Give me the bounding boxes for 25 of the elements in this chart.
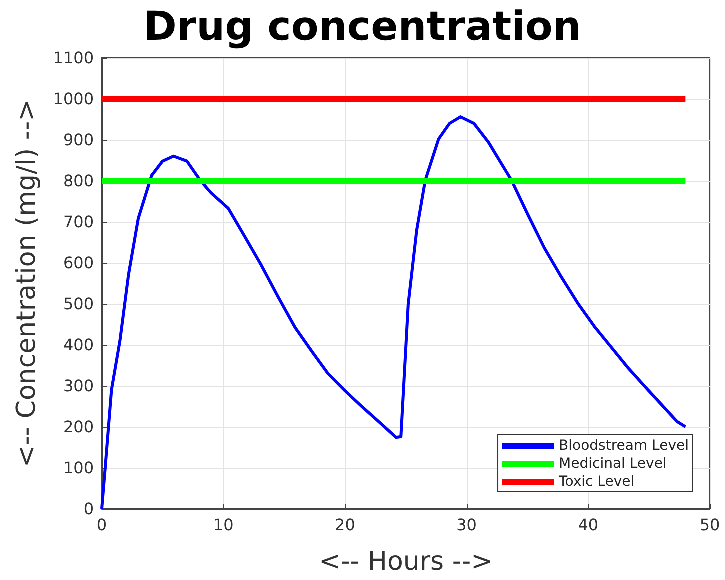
y-tick-label: 0 bbox=[84, 500, 94, 518]
y-tick-label: 400 bbox=[63, 336, 94, 354]
x-tick-label: 40 bbox=[578, 516, 599, 534]
chart-title: Drug concentration bbox=[144, 4, 582, 50]
y-tick-label: 800 bbox=[63, 172, 94, 190]
y-tick-label: 600 bbox=[63, 254, 94, 272]
y-tick-label: 700 bbox=[63, 212, 94, 232]
x-tick-label: 0 bbox=[96, 516, 108, 534]
line-series bbox=[100, 116, 688, 510]
x-tick-label: 10 bbox=[213, 516, 234, 534]
legend-label: Medicinal Level bbox=[559, 456, 667, 472]
y-tick-label: 1100 bbox=[53, 48, 94, 68]
y-axis-title: <-- Concentration (mg/l) --> bbox=[12, 100, 42, 468]
y-tick-label: 500 bbox=[63, 294, 94, 314]
x-tick-label: 20 bbox=[335, 516, 356, 534]
y-tick-label: 900 bbox=[63, 130, 94, 150]
x-axis-title: <-- Hours --> bbox=[319, 547, 493, 577]
legend-label: Bloodstream Level bbox=[559, 438, 690, 454]
y-tick-label: 1000 bbox=[53, 90, 94, 108]
y-tick-label: 300 bbox=[63, 376, 94, 396]
y-tick-label: 200 bbox=[63, 418, 94, 436]
y-tick-label: 100 bbox=[63, 458, 94, 478]
x-tick-label: 30 bbox=[456, 516, 477, 534]
x-tick-label: 50 bbox=[700, 516, 720, 534]
legend-label: Toxic Level bbox=[558, 474, 635, 490]
